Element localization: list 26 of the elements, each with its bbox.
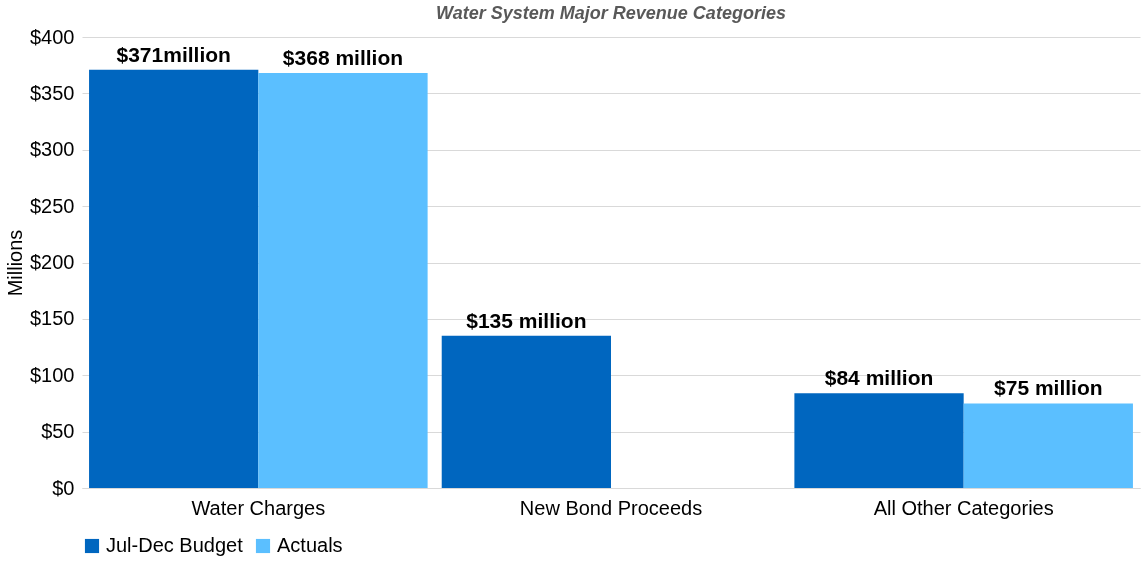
y-tick-label: $300 <box>30 138 75 161</box>
y-tick-label: $100 <box>30 363 75 386</box>
data-label: $371million <box>116 42 231 66</box>
x-tick-label: All Other Categories <box>873 496 1054 519</box>
y-tick-label: $0 <box>52 476 75 499</box>
legend-label: Actuals <box>277 534 343 556</box>
bar <box>258 73 428 488</box>
y-tick-label: $400 <box>30 25 75 48</box>
y-axis-title: Millions <box>4 229 27 297</box>
y-tick-label: $200 <box>30 251 75 273</box>
x-tick-label: Water Charges <box>191 496 326 519</box>
y-tick-label: $350 <box>30 81 75 104</box>
data-label: $84 million <box>824 366 934 390</box>
data-label: $368 million <box>282 46 404 70</box>
bar <box>89 69 259 488</box>
y-tick-label: $150 <box>30 307 75 330</box>
bar <box>794 393 964 488</box>
chart-title: Water System Major Revenue Categories <box>436 3 786 23</box>
data-label: $75 million <box>994 376 1103 400</box>
x-tick-label: New Bond Proceeds <box>519 496 703 519</box>
data-label: $135 million <box>466 308 587 332</box>
y-tick-label: $250 <box>30 194 75 217</box>
bar <box>963 403 1133 488</box>
y-tick-label: $50 <box>41 420 75 443</box>
bar <box>441 335 611 488</box>
legend-label: Jul-Dec Budget <box>106 534 244 556</box>
